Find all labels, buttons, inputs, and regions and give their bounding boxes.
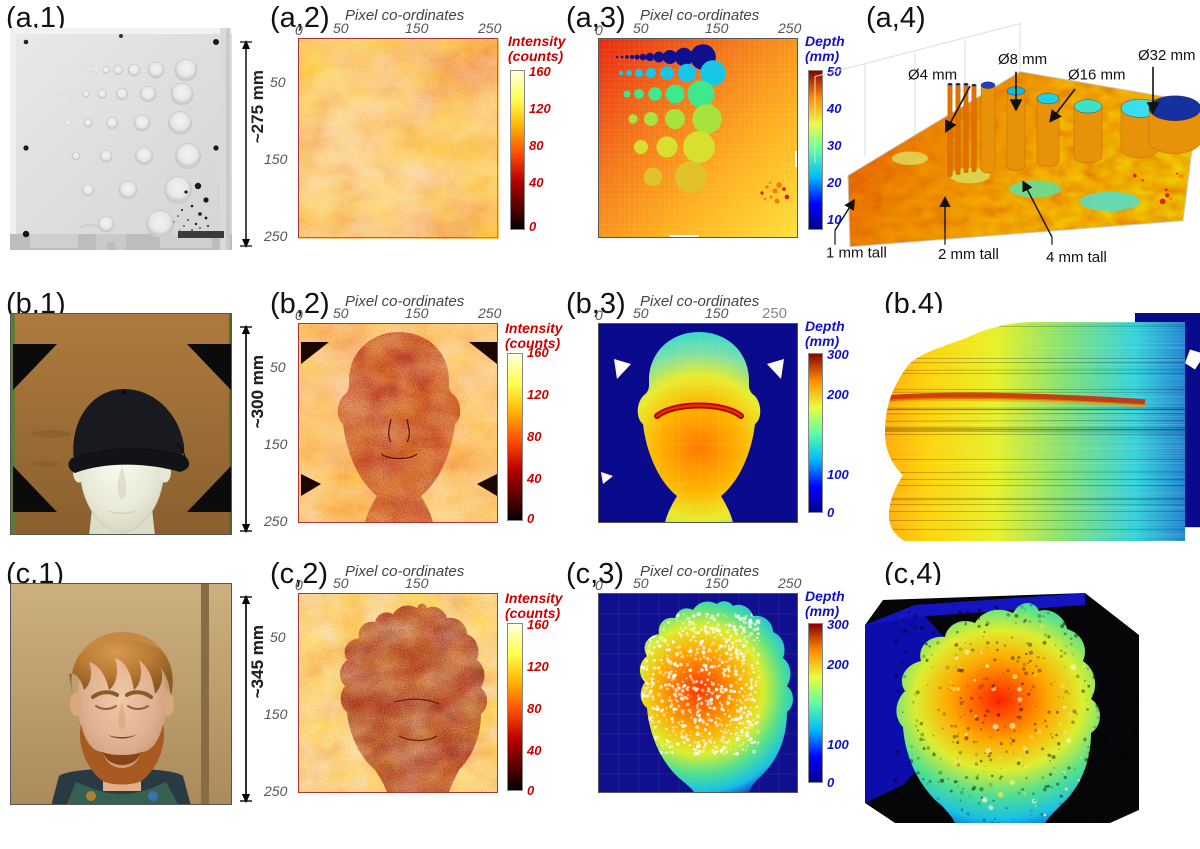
svg-text:2 mm tall: 2 mm tall — [938, 247, 999, 263]
svg-text:Ø4 mm: Ø4 mm — [908, 68, 957, 84]
svg-text:Ø32 mm: Ø32 mm — [1138, 48, 1195, 64]
svg-text:1 mm tall: 1 mm tall — [826, 246, 887, 262]
svg-text:Ø8 mm: Ø8 mm — [998, 52, 1047, 68]
svg-text:Ø16 mm: Ø16 mm — [1068, 68, 1125, 84]
svg-text:4 mm tall: 4 mm tall — [1046, 250, 1107, 264]
